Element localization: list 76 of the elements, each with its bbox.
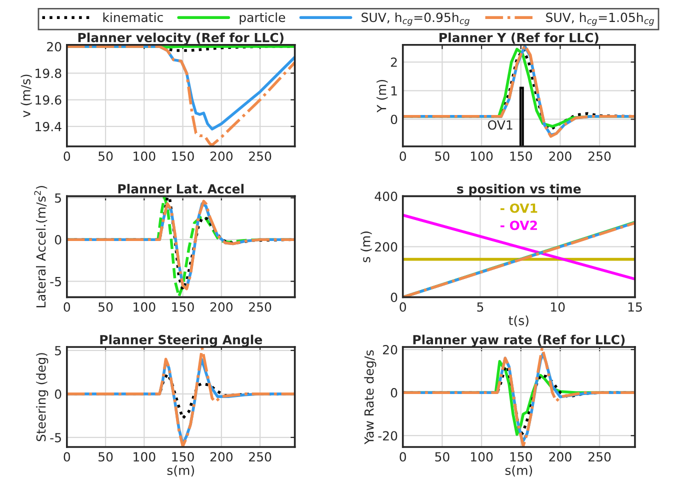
x-tick-label: 250 bbox=[249, 151, 272, 161]
x-tick-label: 200 bbox=[210, 302, 233, 312]
line-series bbox=[66, 45, 295, 146]
chart-title: Planner yaw rate (Ref for LLC) bbox=[413, 334, 625, 347]
x-tick-label: 150 bbox=[510, 151, 532, 161]
x-tick-label: 200 bbox=[549, 452, 572, 462]
x-tick-label: 0 bbox=[400, 151, 406, 161]
x-tick-label: 0 bbox=[400, 302, 406, 312]
y-tick-label: 0 bbox=[390, 292, 398, 302]
y-axis-title: v (m/s) bbox=[20, 74, 32, 118]
y-tick-label: 20 bbox=[47, 42, 62, 52]
y-tick-label: 1 bbox=[391, 86, 397, 96]
y-axis-title: Y (m) bbox=[376, 80, 388, 112]
x-tick-label: 50 bbox=[98, 302, 113, 312]
x-tick-label: 10 bbox=[551, 302, 565, 312]
y-axis-title: Lateral Accel.(m/s$^{2}$) bbox=[34, 186, 48, 308]
x-tick-label: 100 bbox=[134, 452, 156, 462]
x-tick-label: 250 bbox=[249, 452, 272, 462]
x-tick-label: 200 bbox=[210, 151, 233, 161]
y-tick-label: 20 bbox=[383, 345, 398, 354]
x-axis-title: s(m) bbox=[167, 465, 194, 476]
x-tick-label: 50 bbox=[98, 151, 113, 161]
chart-title: Planner Y (Ref for LLC) bbox=[440, 32, 598, 44]
x-tick-label: 0 bbox=[64, 151, 70, 161]
x-tick-label: 250 bbox=[588, 151, 611, 161]
x-tick-label: 100 bbox=[134, 302, 156, 312]
y-tick-label: 400 bbox=[374, 192, 398, 202]
x-tick-label: 50 bbox=[98, 452, 113, 462]
y-tick-label: 0 bbox=[390, 388, 398, 398]
legend-label: particle bbox=[240, 12, 286, 25]
y-tick-label: 5 bbox=[55, 193, 61, 203]
x-tick-label: 100 bbox=[134, 151, 156, 161]
x-tick-label: 150 bbox=[172, 302, 194, 312]
chart-title: Planner Lat. Accel bbox=[118, 184, 244, 194]
x-axis-title: s(m) bbox=[505, 465, 532, 476]
y-tick-label: -5 bbox=[50, 433, 61, 442]
y-tick-label: -5 bbox=[50, 276, 61, 286]
x-tick-label: 100 bbox=[470, 452, 493, 462]
y-tick-label: 19.4 bbox=[36, 122, 62, 132]
y-tick-label: 19.6 bbox=[36, 95, 62, 105]
series-label: - OV2 bbox=[500, 220, 537, 230]
x-tick-label: 200 bbox=[210, 452, 233, 462]
legend-label: SUV, h$_{cg}$=1.05h$_{cg}$ bbox=[546, 12, 654, 26]
y-tick-label: 200 bbox=[375, 242, 398, 252]
x-tick-label: 15 bbox=[628, 302, 642, 312]
x-tick-label: 50 bbox=[435, 151, 450, 161]
y-tick-label: 19.8 bbox=[36, 68, 62, 78]
y-tick-label: 5 bbox=[55, 346, 61, 356]
chart-title: Planner velocity (Ref for LLC) bbox=[78, 32, 284, 45]
text: - OV1 bbox=[500, 203, 538, 213]
x-tick-label: 200 bbox=[549, 151, 572, 161]
x-tick-label: 5 bbox=[477, 302, 484, 312]
y-axis-title: Steering (deg) bbox=[36, 353, 48, 442]
y-tick-label: 2 bbox=[390, 58, 397, 67]
x-tick-label: 50 bbox=[435, 452, 450, 462]
x-tick-label: 0 bbox=[64, 302, 70, 312]
y-tick-label: 0 bbox=[54, 235, 62, 245]
chart-title: Planner Steering Angle bbox=[100, 334, 262, 347]
x-tick-label: 250 bbox=[588, 452, 611, 462]
y-axis-title: Yaw Rate deg/s bbox=[364, 350, 376, 444]
y-tick-label: 0 bbox=[390, 114, 398, 124]
x-tick-label: 0 bbox=[64, 452, 70, 462]
y-tick-label: 0 bbox=[54, 389, 62, 399]
x-tick-label: 150 bbox=[510, 452, 532, 462]
y-tick-label: -20 bbox=[378, 431, 398, 441]
x-tick-label: 150 bbox=[172, 151, 194, 161]
y-axis-title: s (m) bbox=[360, 232, 372, 262]
legend-label: SUV, h$_{cg}$=0.95h$_{cg}$ bbox=[362, 12, 470, 26]
chart-title: s position vs time bbox=[457, 184, 581, 196]
x-tick-label: 150 bbox=[172, 452, 194, 462]
x-tick-label: 250 bbox=[249, 302, 272, 312]
x-tick-label: 100 bbox=[470, 151, 493, 161]
annotation: OV1 bbox=[488, 120, 512, 130]
x-axis-title: t(s) bbox=[508, 316, 528, 327]
x-tick-label: 0 bbox=[400, 452, 406, 462]
legend-label: kinematic bbox=[103, 12, 163, 22]
